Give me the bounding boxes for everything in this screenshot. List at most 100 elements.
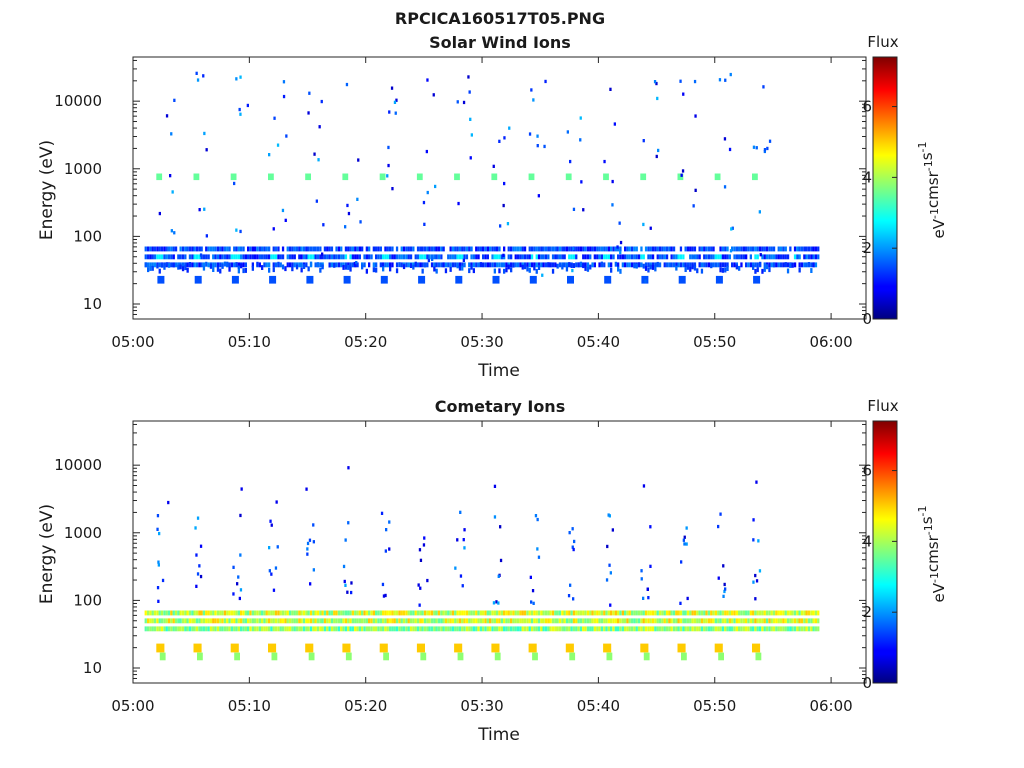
flux-cell-0-105 [214, 254, 217, 260]
flux-cell-1-110 [228, 610, 231, 616]
flux-cell-0-968 [322, 223, 325, 227]
flux-cell-1-304 [379, 618, 382, 624]
flux-cell-0-786 [719, 246, 722, 252]
flux-cell-1-94 [216, 618, 220, 624]
flux-cell-0-309 [365, 254, 368, 260]
flux-cell-0-237 [309, 246, 313, 252]
flux-cell-1-36 [172, 626, 175, 632]
flux-cell-1-820 [779, 618, 783, 624]
flux-cell-1-823 [782, 618, 785, 624]
flux-cell-0-402 [435, 246, 438, 252]
unit-part: sr [924, 534, 942, 549]
flux-cell-0-988 [393, 100, 397, 104]
flux-cell-0-818 [745, 262, 748, 268]
flux-cell-1-724 [705, 618, 708, 624]
flux-cell-0-320 [375, 254, 378, 260]
flux-cell-1-362 [423, 610, 427, 616]
flux-cell-1-108 [228, 626, 231, 632]
flux-cell-0-387 [423, 262, 427, 268]
flux-cell-1-162 [270, 626, 273, 632]
flux-cell-1-269 [351, 610, 354, 616]
flux-cell-0-810 [738, 254, 741, 260]
flux-cell-0-511 [517, 254, 520, 260]
flux-cell-1-272 [354, 610, 357, 616]
flux-cell-0-642 [610, 254, 613, 260]
flux-cell-0-668 [631, 254, 634, 260]
flux-cell-1-514 [542, 618, 545, 624]
flux-cell-1-668 [661, 610, 664, 616]
flux-cell-0-1019 [492, 275, 500, 284]
flux-cell-1-10 [151, 618, 154, 624]
flux-cell-0-583 [565, 266, 569, 272]
solar-wind-heatmap [144, 71, 820, 284]
flux-cell-1-586 [598, 618, 601, 624]
flux-cell-0-1080 [694, 114, 697, 118]
flux-cell-1-619 [624, 618, 627, 624]
flux-cell-0-243 [314, 246, 317, 252]
flux-cell-1-926 [350, 581, 353, 585]
flux-cell-0-428 [456, 254, 459, 260]
flux-cell-1-602 [610, 610, 613, 616]
flux-cell-1-107 [226, 610, 229, 616]
flux-cell-1-330 [400, 626, 403, 632]
flux-cell-0-904 [807, 246, 811, 252]
flux-cell-0-958 [281, 208, 285, 213]
flux-cell-1-251 [337, 610, 341, 616]
flux-cell-1-492 [526, 626, 529, 632]
flux-cell-1-482 [517, 610, 520, 616]
flux-cell-0-1076 [692, 204, 695, 208]
flux-cell-0-548 [542, 262, 545, 268]
flux-cell-0-336 [386, 246, 389, 252]
flux-cell-1-791 [756, 610, 759, 616]
flux-cell-1-781 [749, 618, 752, 624]
flux-cell-1-184 [286, 618, 289, 624]
flux-cell-1-219 [314, 626, 317, 632]
flux-cell-0-441 [463, 246, 466, 252]
flux-cell-0-955 [268, 153, 271, 157]
flux-cell-1-355 [419, 618, 422, 624]
flux-cell-0-702 [654, 246, 657, 252]
flux-cell-1-607 [614, 618, 617, 624]
flux-cell-0-627 [598, 254, 601, 260]
flux-cell-0-157 [249, 246, 252, 252]
flux-cell-1-560 [577, 610, 580, 616]
flux-cell-1-746 [721, 610, 724, 616]
flux-cell-1-570 [586, 626, 590, 632]
flux-cell-1-236 [326, 610, 329, 616]
flux-cell-0-665 [628, 254, 631, 260]
flux-cell-0-269 [335, 262, 338, 268]
flux-cell-0-476 [491, 246, 494, 252]
flux-cell-1-533 [556, 610, 559, 616]
flux-cell-1-548 [568, 610, 571, 616]
flux-cell-0-214 [293, 246, 296, 252]
flux-cell-1-451 [493, 618, 496, 624]
flux-cell-1-564 [582, 626, 585, 632]
flux-cell-1-488 [521, 610, 524, 616]
flux-cell-1-311 [384, 610, 387, 616]
flux-cell-1-43 [177, 618, 180, 624]
flux-cell-1-427 [475, 618, 478, 624]
flux-cell-1-444 [489, 626, 492, 632]
flux-cell-1-720 [703, 626, 706, 632]
flux-cell-1-969 [493, 515, 497, 519]
flux-cell-1-670 [663, 618, 666, 624]
flux-cell-0-370 [412, 264, 415, 270]
flux-cell-1-3 [147, 626, 150, 632]
flux-cell-0-131 [230, 254, 233, 260]
flux-cell-0-865 [777, 254, 780, 260]
flux-cell-0-790 [721, 246, 724, 252]
flux-cell-0-762 [700, 246, 704, 252]
flux-cell-1-578 [591, 610, 594, 616]
flux-cell-0-141 [237, 246, 240, 252]
flux-cell-0-613 [586, 254, 590, 260]
flux-cell-0-964 [306, 275, 314, 284]
flux-cell-0-7 [147, 267, 150, 273]
flux-cell-0-805 [733, 246, 736, 252]
flux-cell-1-946 [420, 652, 427, 661]
flux-cell-0-640 [607, 246, 610, 252]
flux-cell-0-881 [789, 246, 792, 252]
flux-cell-0-15 [151, 265, 154, 271]
flux-cell-0-287 [347, 265, 350, 270]
flux-cell-0-893 [798, 267, 801, 273]
flux-cell-1-671 [663, 610, 666, 616]
